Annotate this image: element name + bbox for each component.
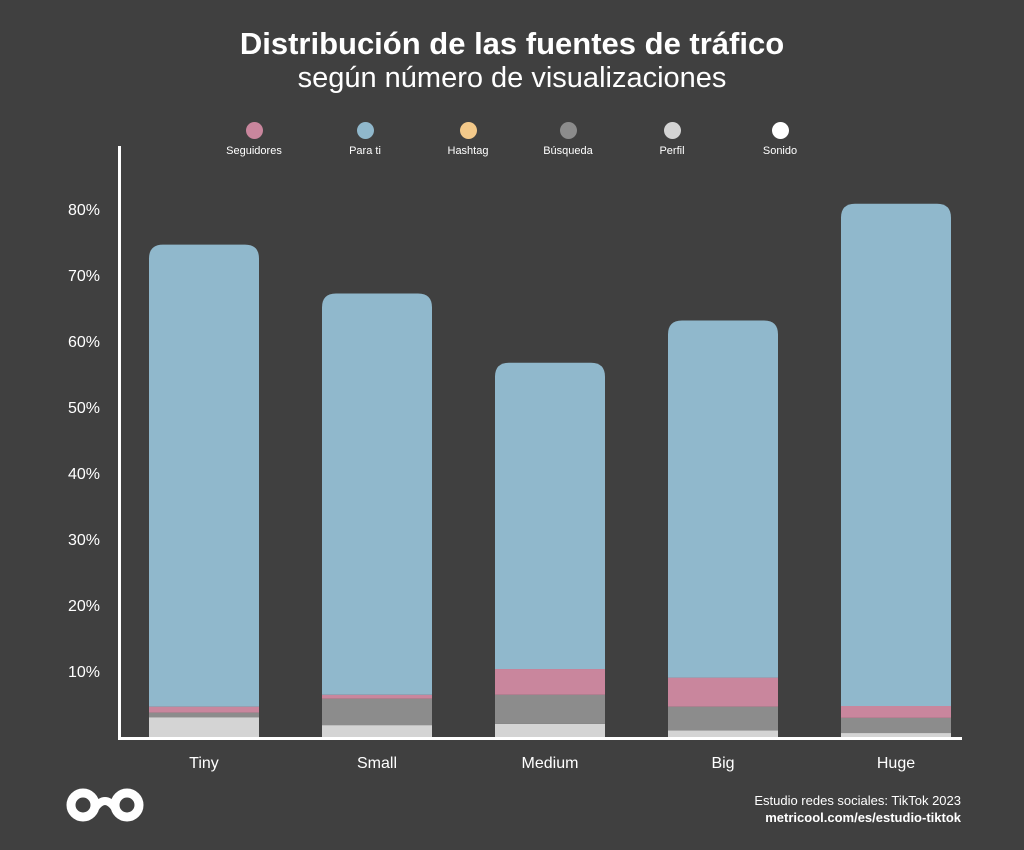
bar-segment-para-ti <box>668 320 778 678</box>
bar-segment-seguidores <box>495 669 605 695</box>
footer-source: Estudio redes sociales: TikTok 2023 <box>754 793 961 808</box>
metricool-logo-icon <box>64 786 146 829</box>
bar-segment-busqueda <box>322 698 432 726</box>
legend-swatch <box>559 122 577 139</box>
y-tick-label: 20% <box>68 598 100 615</box>
y-tick-label: 70% <box>68 268 100 285</box>
legend-swatch <box>356 122 374 139</box>
bars <box>149 203 951 737</box>
bar-segment-busqueda <box>668 706 778 731</box>
legend-swatch <box>245 122 263 139</box>
bar-segment-perfil <box>149 717 259 737</box>
footer-credit: Estudio redes sociales: TikTok 2023 metr… <box>754 792 961 826</box>
y-tick-label: 10% <box>68 664 100 681</box>
bar-segment-perfil <box>668 730 778 737</box>
y-tick-label: 60% <box>68 334 100 351</box>
legend-label: Para ti <box>349 145 381 157</box>
x-tick-label: Tiny <box>189 755 219 772</box>
legend-label: Sonido <box>762 145 798 157</box>
bar-segment-para-ti <box>841 203 951 706</box>
x-tick-label: Small <box>357 755 397 772</box>
bar-segment-para-ti <box>322 293 432 695</box>
bar-medium <box>495 362 605 737</box>
bar-small <box>322 293 432 737</box>
x-axis-ticks: Tiny Small Medium Big Huge <box>189 755 915 772</box>
x-tick-label: Medium <box>522 755 579 772</box>
legend: Seguidores Para ti Hashtag Búsqueda Perfil So… <box>0 118 1024 168</box>
bar-segment-seguidores <box>322 694 432 699</box>
bar-big <box>668 320 778 737</box>
legend-label: Hashtag <box>447 145 489 157</box>
y-tick-label: 30% <box>68 532 100 549</box>
legend-label: Perfil <box>659 145 685 157</box>
y-axis-ticks: 10% 20% 30% 40% 50% 60% 70% 80% <box>68 202 100 681</box>
bar-segment-seguidores <box>149 706 259 713</box>
y-tick-label: 50% <box>68 400 100 417</box>
legend-item-hashtag: Hashtag <box>408 118 528 157</box>
bar-huge <box>841 203 951 737</box>
legend-item-para-ti: Para ti <box>305 118 425 157</box>
legend-swatch <box>663 122 681 139</box>
legend-item-perfil: Perfil <box>612 118 732 157</box>
bar-segment-seguidores <box>841 705 951 718</box>
bar-segment-seguidores <box>668 677 778 707</box>
y-tick-label: 40% <box>68 466 100 483</box>
bar-segment-busqueda <box>149 712 259 718</box>
y-tick-label: 80% <box>68 202 100 219</box>
x-tick-label: Huge <box>877 755 915 772</box>
chart-title: Distribución de las fuentes de tráfico <box>239 26 785 61</box>
bar-segment-para-ti <box>495 362 605 670</box>
bar-segment-busqueda <box>841 717 951 734</box>
bar-segment-busqueda <box>495 694 605 724</box>
bar-segment-perfil <box>322 725 432 737</box>
legend-swatch <box>459 122 477 139</box>
legend-item-seguidores: Seguidores <box>194 118 314 157</box>
bar-tiny <box>149 244 259 737</box>
legend-item-sonido: Sonido <box>720 118 840 157</box>
footer-url[interactable]: metricool.com/es/estudio-tiktok <box>765 810 961 825</box>
legend-item-busqueda: Búsqueda <box>508 118 628 157</box>
legend-swatch <box>771 122 789 139</box>
legend-label: Seguidores <box>226 145 282 157</box>
bar-segment-perfil <box>495 723 605 737</box>
chart-subtitle: según número de visualizaciones <box>297 62 727 94</box>
bar-segment-para-ti <box>149 244 259 707</box>
x-tick-label: Big <box>711 755 734 772</box>
bar-segment-perfil <box>841 733 951 737</box>
legend-label: Búsqueda <box>543 145 593 157</box>
